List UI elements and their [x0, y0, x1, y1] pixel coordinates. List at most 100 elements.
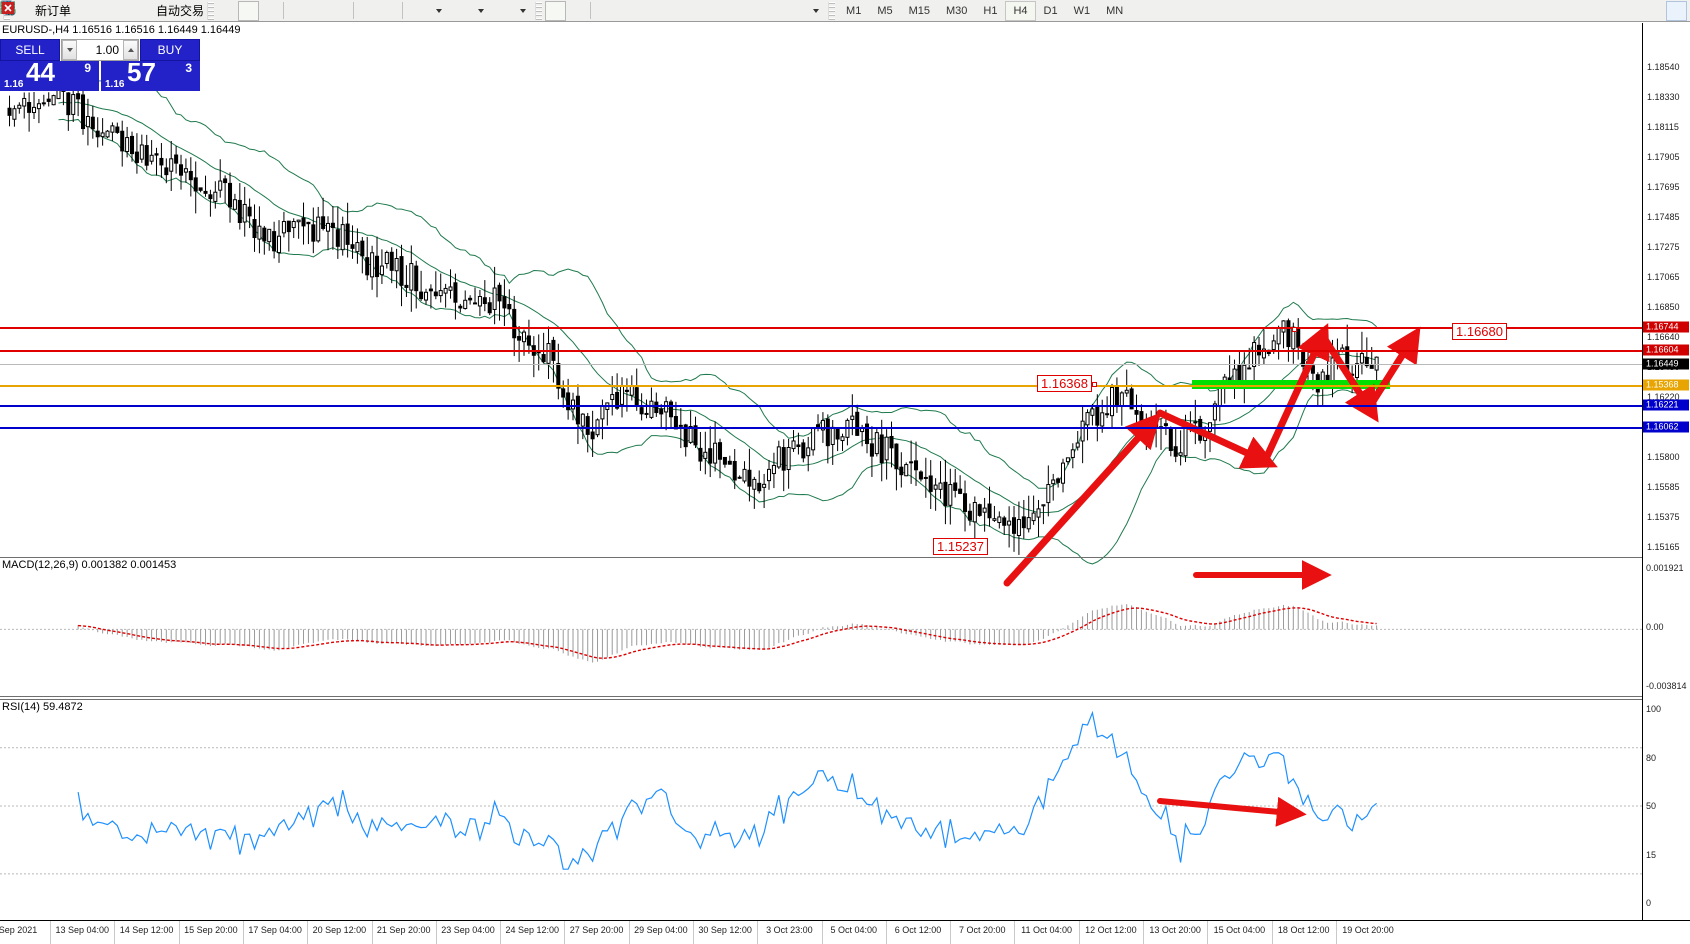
templates-icon[interactable]	[1, 1, 511, 21]
expert-advisor-icon[interactable]	[1, 1, 92, 21]
price-tick: 1.17065	[1647, 272, 1680, 282]
timeframe-button-mn[interactable]: MN	[1106, 4, 1124, 17]
timeframe-button-m15[interactable]: M15	[908, 4, 930, 17]
label-pivot[interactable]: 1.16368	[1037, 375, 1092, 392]
rsi-pane-divider[interactable]	[0, 699, 1642, 700]
level-line-support-1[interactable]	[0, 405, 1642, 407]
buy-price-pipette: 3	[185, 61, 192, 75]
price-tick: 1.18115	[1647, 122, 1679, 132]
data-window-icon[interactable]	[1, 1, 113, 21]
chevron-down-icon[interactable]	[427, 1, 448, 21]
level-line-support-2[interactable]	[0, 427, 1642, 429]
equidistant-channel-icon[interactable]: E	[1, 1, 678, 21]
time-tick: 24 Sep 12:00	[505, 925, 560, 935]
line-chart-icon[interactable]	[1, 1, 280, 21]
buy-price-display[interactable]: 1.16 57 3	[101, 57, 200, 91]
price-tick: 1.17485	[1647, 212, 1680, 222]
crosshair-icon[interactable]	[2, 1, 587, 21]
bar-chart-icon[interactable]	[1, 1, 238, 21]
chart-window[interactable]: EURUSD-,H4 1.16516 1.16516 1.16449 1.164…	[0, 22, 1690, 944]
time-tick: 15 Oct 04:00	[1213, 925, 1266, 935]
fibonacci-icon-2[interactable]: F	[2, 1, 741, 21]
macd-series	[0, 604, 1642, 663]
text-icon[interactable]: A	[4, 1, 762, 21]
sell-button[interactable]: SELL	[0, 39, 60, 61]
time-tick: 12 Oct 12:00	[1085, 925, 1137, 935]
buy-button[interactable]: BUY	[140, 39, 200, 61]
zoom-in-icon[interactable]	[1, 1, 308, 21]
drawing-handle[interactable]	[1292, 327, 1297, 332]
text-label-icon[interactable]: T	[1, 1, 783, 21]
chart-plot-area[interactable]: 1.16680 1.16368 1.15237 MACD(12,26,9) 0.00…	[0, 23, 1642, 943]
macd-tick: -0.003814	[1646, 681, 1687, 691]
toolbar-grip-2[interactable]	[207, 1, 215, 20]
timeframe-button-m30[interactable]: M30	[946, 4, 968, 17]
search-icon[interactable]	[1, 1, 1666, 21]
volume-increment-button[interactable]	[123, 40, 138, 60]
price-tick: 1.15165	[1647, 542, 1680, 552]
volume-input[interactable]: 1.00	[77, 40, 123, 60]
price-axis[interactable]: 1.18540 1.18330 1.18115 1.17905 1.17695 1.174…	[1642, 23, 1690, 920]
time-tick: 27 Sep 20:00	[569, 925, 624, 935]
arrows-icon[interactable]	[2, 1, 804, 21]
macd-pane-divider-bottom[interactable]	[0, 696, 1642, 697]
trade-panel-top-row: SELL 1.00 BUY	[0, 39, 200, 61]
new-order-icon[interactable]	[1, 0, 34, 21]
drawing-handle[interactable]	[1092, 382, 1097, 387]
candlestick-chart-icon[interactable]	[1, 0, 260, 21]
time-tick: 13 Sep 04:00	[55, 925, 110, 935]
volume-stepper[interactable]: 1.00	[61, 39, 139, 61]
time-tick: 7 Oct 20:00	[959, 925, 1006, 935]
level-line-pivot[interactable]	[0, 385, 1642, 387]
time-separator	[564, 921, 566, 944]
trendline-icon[interactable]	[2, 1, 657, 21]
chevron-down-icon-2[interactable]	[469, 1, 490, 21]
timeframe-button-m5[interactable]: M5	[877, 4, 893, 17]
new-order-label[interactable]: 新订单	[35, 4, 72, 18]
auto-scroll-icon[interactable]	[1, 1, 399, 21]
auto-trading-icon[interactable]	[1, 1, 155, 21]
tile-windows-icon[interactable]	[0, 1, 350, 21]
level-line-current-price[interactable]	[0, 364, 1642, 365]
level-line-resistance-1[interactable]	[0, 327, 1642, 329]
price-tick: 1.15800	[1647, 452, 1680, 462]
volume-decrement-button[interactable]	[62, 40, 77, 60]
sell-price-display[interactable]: 1.16 44 9	[0, 57, 99, 91]
toolbar-grip-3[interactable]	[535, 1, 543, 20]
bollinger-upper-band	[58, 76, 1377, 489]
price-tick: 1.15375	[1647, 512, 1680, 522]
navigator-icon[interactable]	[1, 1, 134, 21]
level-line-resistance-2[interactable]	[0, 350, 1642, 352]
time-axis[interactable]: Sep 2021 13 Sep 04:00 14 Sep 12:00 15 Sep 2…	[0, 920, 1690, 944]
chart-shift-icon[interactable]	[1, 1, 378, 21]
time-separator	[1014, 921, 1016, 944]
label-low[interactable]: 1.15237	[933, 538, 988, 555]
price-tick: 1.16640	[1647, 332, 1680, 342]
add-indicator-icon[interactable]	[1, 0, 427, 21]
equidistant-channel-icon-2[interactable]: E	[1, 1, 720, 21]
chevron-down-icon-4[interactable]	[804, 1, 825, 21]
timeframe-button-d1[interactable]: D1	[1043, 4, 1058, 17]
chevron-down-icon-3[interactable]	[511, 1, 532, 21]
close-icon[interactable]	[2, 0, 1687, 21]
auto-trading-label[interactable]: 自动交易	[156, 4, 205, 18]
cursor-icon[interactable]	[3, 0, 567, 21]
chart-info-line: EURUSD-,H4 1.16516 1.16516 1.16449 1.164…	[2, 24, 241, 36]
timeframe-button-w1[interactable]: W1	[1073, 4, 1091, 17]
timeframe-button-m1[interactable]: M1	[846, 4, 862, 17]
horizontal-line-icon[interactable]	[2, 1, 636, 21]
vertical-line-icon[interactable]	[7, 1, 615, 21]
zoom-out-icon[interactable]	[1, 1, 329, 21]
macd-pane-divider[interactable]	[0, 557, 1642, 558]
time-separator	[1078, 921, 1080, 944]
time-tick: 6 Oct 12:00	[894, 925, 942, 935]
manual-drawings	[1003, 323, 1421, 827]
fibonacci-icon[interactable]: F	[2, 1, 699, 21]
timeframe-button-h1[interactable]: H1	[983, 4, 998, 17]
timeframe-button-h4[interactable]: H4	[1005, 0, 1036, 21]
label-high[interactable]: 1.16680	[1452, 323, 1507, 340]
time-separator	[178, 921, 180, 944]
toolbar-grip-4[interactable]	[828, 1, 836, 20]
period-clock-icon[interactable]	[0, 0, 469, 21]
one-click-trade-panel[interactable]: SELL 1.00 BUY 1.16 44 9 1.16 57 3	[0, 39, 200, 91]
